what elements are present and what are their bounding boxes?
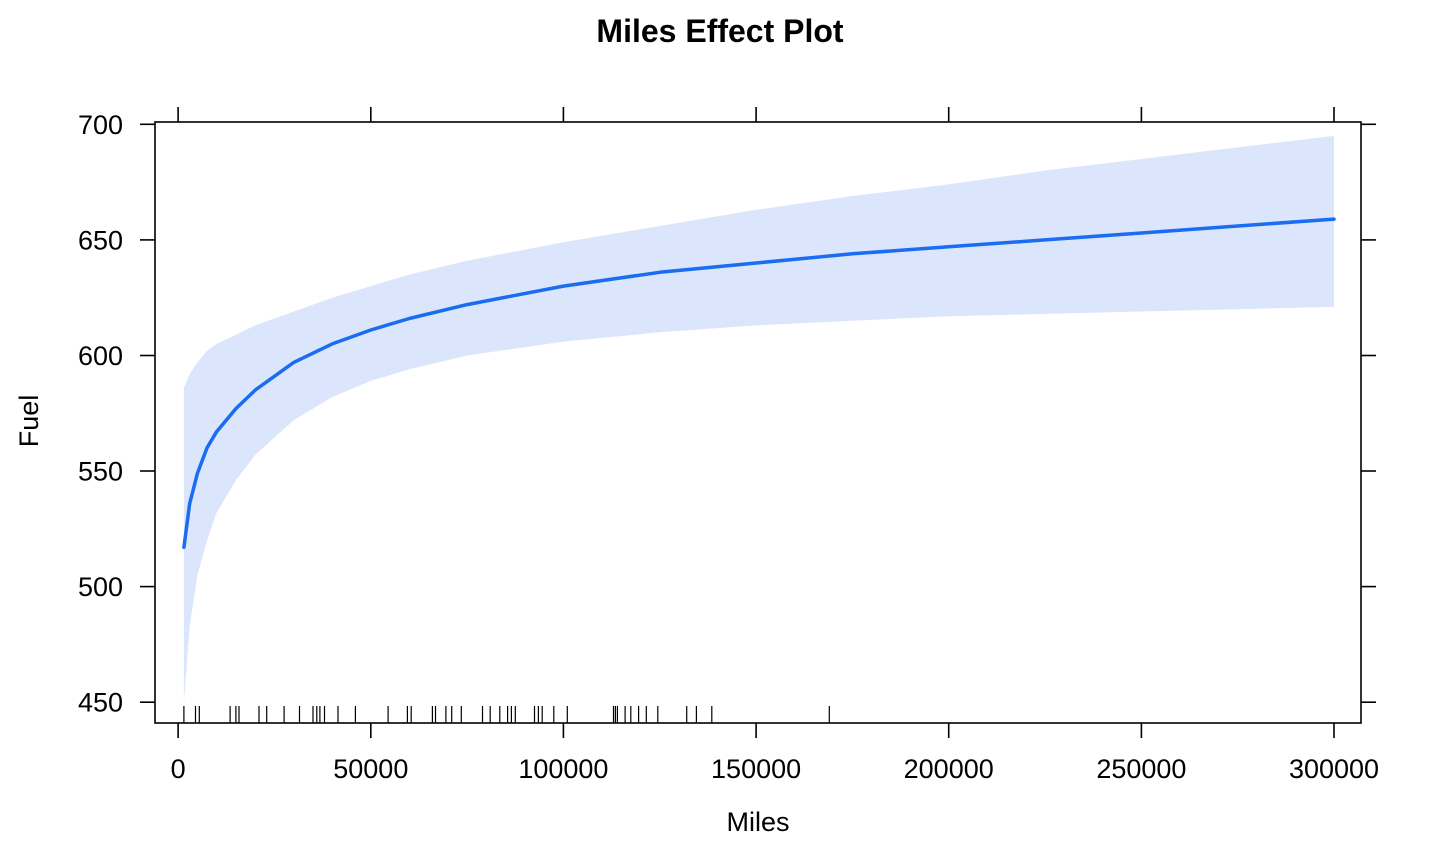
x-tick-label: 200000 xyxy=(904,754,994,784)
rug-marks xyxy=(183,706,830,723)
x-tick-label: 150000 xyxy=(711,754,801,784)
y-tick-label: 550 xyxy=(78,457,123,487)
y-tick-label: 600 xyxy=(78,341,123,371)
x-axis-label: Miles xyxy=(726,807,789,837)
x-tick-label: 100000 xyxy=(518,754,608,784)
x-tick-label: 50000 xyxy=(333,754,408,784)
y-tick-label: 700 xyxy=(78,110,123,140)
chart-title: Miles Effect Plot xyxy=(596,13,844,49)
confidence-band xyxy=(183,135,1334,703)
confidence-band-layer xyxy=(183,135,1334,703)
plot-frame xyxy=(154,121,1362,724)
y-axis-ticks: 450 500 550 600 650 700 xyxy=(78,110,1376,718)
x-tick-label: 0 xyxy=(171,754,186,784)
x-tick-label: 300000 xyxy=(1289,754,1379,784)
x-tick-label: 250000 xyxy=(1096,754,1186,784)
x-axis-ticks: 0 50000 100000 150000 200000 250000 300000 xyxy=(171,107,1379,784)
y-tick-label: 500 xyxy=(78,572,123,602)
y-tick-label: 650 xyxy=(78,225,123,255)
fit-line-layer xyxy=(182,217,1336,550)
fit-line xyxy=(182,217,1336,550)
y-tick-label: 450 xyxy=(78,688,123,718)
y-axis-label: Fuel xyxy=(14,395,44,448)
